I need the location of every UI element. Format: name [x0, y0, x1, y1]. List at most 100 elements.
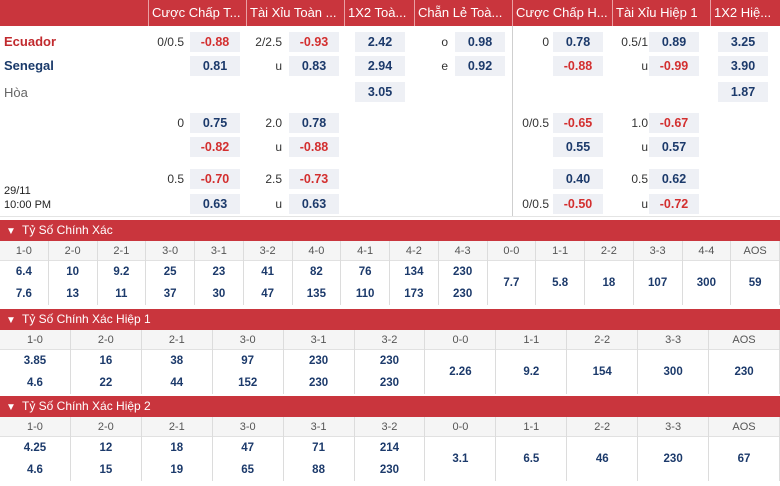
odds-cell[interactable]: -0.93: [289, 32, 339, 52]
score-odds-home[interactable]: 76: [358, 266, 372, 278]
score-odds-away[interactable]: 7.6: [15, 288, 32, 300]
score-odds-home[interactable]: 97: [241, 355, 255, 367]
odds-cell[interactable]: -0.70: [190, 169, 240, 189]
score-odds-home[interactable]: 23: [212, 266, 226, 278]
score-odds-away[interactable]: 13: [66, 288, 80, 300]
score-odds[interactable]: 67: [737, 453, 751, 465]
odds-cell[interactable]: 0.62: [649, 169, 699, 189]
score-odds-home[interactable]: 6.4: [15, 266, 32, 278]
score-odds-away[interactable]: 11: [115, 288, 128, 300]
section-header[interactable]: ▼ Tỷ Số Chính Xác Hiệp 1: [0, 309, 780, 330]
odds-cell[interactable]: 0.78: [553, 32, 603, 52]
odds-cell[interactable]: -0.99: [649, 56, 699, 76]
score-odds-away[interactable]: 4.6: [26, 377, 43, 389]
header-odd-even-ft[interactable]: Chẵn Lẻ Toà...: [414, 0, 512, 26]
odds-cell[interactable]: 0.57: [649, 137, 699, 157]
section-header[interactable]: ▼ Tỷ Số Chính Xác Hiệp 2: [0, 396, 780, 417]
score-odds-away[interactable]: 230: [453, 288, 473, 300]
score-odds-home[interactable]: 47: [241, 442, 255, 454]
score-odds-away[interactable]: 4.6: [26, 464, 43, 476]
score-odds-home[interactable]: 25: [163, 266, 177, 278]
score-odds-home[interactable]: 82: [309, 266, 323, 278]
score-odds-away[interactable]: 152: [238, 377, 258, 389]
score-odds-away[interactable]: 230: [379, 464, 400, 476]
odds-cell[interactable]: 0.78: [289, 113, 339, 133]
odds-cell[interactable]: 0.63: [190, 194, 240, 214]
chevron-down-icon[interactable]: ▼: [6, 402, 16, 413]
score-odds-away[interactable]: 37: [163, 288, 177, 300]
score-odds-away[interactable]: 230: [308, 377, 329, 389]
odds-cell[interactable]: -0.88: [190, 32, 240, 52]
odds-cell[interactable]: -0.50: [553, 194, 603, 214]
odds-cell[interactable]: 0.63: [289, 194, 339, 214]
score-odds-home[interactable]: 230: [453, 266, 473, 278]
odds-cell[interactable]: -0.88: [553, 56, 603, 76]
score-odds-away[interactable]: 65: [241, 464, 255, 476]
odds-cell[interactable]: 1.87: [718, 82, 768, 102]
score-odds-away[interactable]: 230: [379, 377, 400, 389]
score-odds-home[interactable]: 10: [66, 266, 80, 278]
score-odds-home[interactable]: 16: [99, 355, 113, 367]
score-odds-home[interactable]: 71: [312, 442, 325, 454]
score-odds[interactable]: 18: [602, 277, 616, 289]
score-odds-away[interactable]: 19: [170, 464, 184, 476]
score-odds[interactable]: 5.8: [552, 277, 569, 289]
score-odds[interactable]: 154: [592, 366, 612, 378]
score-odds-away[interactable]: 135: [306, 288, 326, 300]
odds-cell[interactable]: 3.25: [718, 32, 768, 52]
odds-cell[interactable]: 3.05: [355, 82, 405, 102]
score-odds-home[interactable]: 3.85: [23, 355, 47, 367]
score-odds-home[interactable]: 41: [261, 266, 275, 278]
header-1x2-ft[interactable]: 1X2 Toà...: [344, 0, 414, 26]
odds-cell[interactable]: 0.98: [455, 32, 505, 52]
odds-cell[interactable]: 2.94: [355, 56, 405, 76]
away-team-name[interactable]: Senegal: [4, 58, 54, 73]
score-odds-home[interactable]: 38: [170, 355, 184, 367]
score-odds-away[interactable]: 22: [99, 377, 113, 389]
odds-cell[interactable]: -0.73: [289, 169, 339, 189]
header-1x2-h1[interactable]: 1X2 Hiệ...: [710, 0, 780, 26]
section-header[interactable]: ▼ Tỷ Số Chính Xác: [0, 220, 780, 241]
chevron-down-icon[interactable]: ▼: [6, 315, 16, 326]
score-odds-away[interactable]: 173: [404, 288, 424, 300]
header-over-under-h1[interactable]: Tài Xỉu Hiệp 1: [612, 0, 710, 26]
odds-cell[interactable]: 0.83: [289, 56, 339, 76]
odds-cell[interactable]: 0.40: [553, 169, 603, 189]
odds-cell[interactable]: 0.92: [455, 56, 505, 76]
score-odds[interactable]: 230: [663, 453, 683, 465]
odds-cell[interactable]: -0.67: [649, 113, 699, 133]
score-odds[interactable]: 7.7: [503, 277, 520, 289]
score-odds-home[interactable]: 4.25: [23, 442, 47, 454]
score-odds-away[interactable]: 15: [99, 464, 113, 476]
header-handicap-ft[interactable]: Cược Chấp T...: [148, 0, 246, 26]
score-odds-away[interactable]: 44: [170, 377, 184, 389]
header-over-under-ft[interactable]: Tài Xỉu Toàn ...: [246, 0, 344, 26]
odds-cell[interactable]: 3.90: [718, 56, 768, 76]
score-odds-away[interactable]: 30: [212, 288, 226, 300]
score-odds-home[interactable]: 230: [308, 355, 329, 367]
odds-cell[interactable]: -0.82: [190, 137, 240, 157]
score-odds[interactable]: 6.5: [523, 453, 540, 465]
odds-cell[interactable]: 0.55: [553, 137, 603, 157]
score-odds-away[interactable]: 110: [355, 288, 375, 300]
score-odds-away[interactable]: 47: [261, 288, 275, 300]
score-odds-home[interactable]: 9.2: [113, 266, 130, 278]
score-odds-home[interactable]: 18: [170, 442, 184, 454]
score-odds[interactable]: 107: [648, 277, 668, 289]
score-odds-away[interactable]: 88: [312, 464, 325, 476]
score-odds[interactable]: 300: [696, 277, 716, 289]
score-odds-home[interactable]: 230: [379, 355, 400, 367]
chevron-down-icon[interactable]: ▼: [6, 226, 16, 237]
home-team-name[interactable]: Ecuador: [4, 34, 57, 49]
score-odds[interactable]: 59: [748, 277, 762, 289]
score-odds[interactable]: 9.2: [523, 366, 540, 378]
odds-cell[interactable]: -0.65: [553, 113, 603, 133]
score-odds[interactable]: 3.1: [452, 453, 469, 465]
odds-cell[interactable]: 0.75: [190, 113, 240, 133]
score-odds-home[interactable]: 134: [404, 266, 424, 278]
score-odds[interactable]: 300: [663, 366, 683, 378]
odds-cell[interactable]: 0.81: [190, 56, 240, 76]
score-odds[interactable]: 230: [734, 366, 754, 378]
score-odds[interactable]: 2.26: [449, 366, 472, 378]
odds-cell[interactable]: 2.42: [355, 32, 405, 52]
